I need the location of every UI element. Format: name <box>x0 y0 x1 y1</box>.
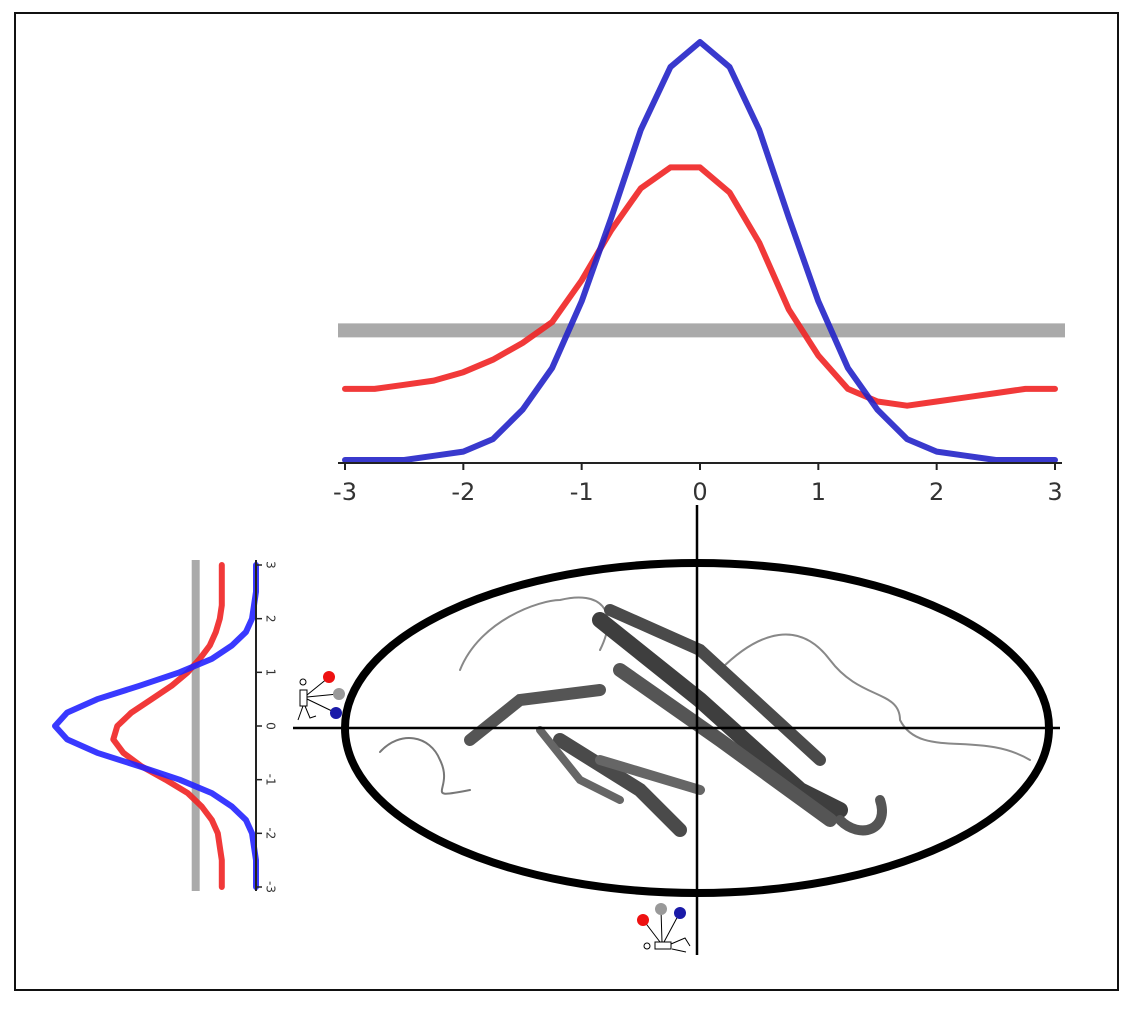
x-tick-label: 3 <box>264 561 278 569</box>
x-tick-label: 0 <box>692 478 707 506</box>
x-tick-label: 1 <box>264 669 278 677</box>
x-tick-label: 2 <box>929 478 944 506</box>
x-tick-label: 0 <box>264 722 278 730</box>
x-tick-label: 2 <box>264 615 278 623</box>
series-line <box>52 562 259 890</box>
stick-figure-left <box>297 671 345 721</box>
protein-illustration <box>379 596 1031 837</box>
x-tick-label: -3 <box>264 881 278 893</box>
x-tick-label: 1 <box>811 478 826 506</box>
series-line <box>342 164 1058 409</box>
x-tick-label: -3 <box>333 478 357 506</box>
x-tick-label: -2 <box>451 478 475 506</box>
series-line <box>110 562 225 890</box>
x-tick-label: -1 <box>264 774 278 786</box>
stick-figure-bottom <box>637 903 691 953</box>
x-tick-label: -1 <box>570 478 594 506</box>
x-tick-label: 3 <box>1047 478 1062 506</box>
x-tick-label: -2 <box>264 827 278 839</box>
series-line <box>342 39 1058 463</box>
